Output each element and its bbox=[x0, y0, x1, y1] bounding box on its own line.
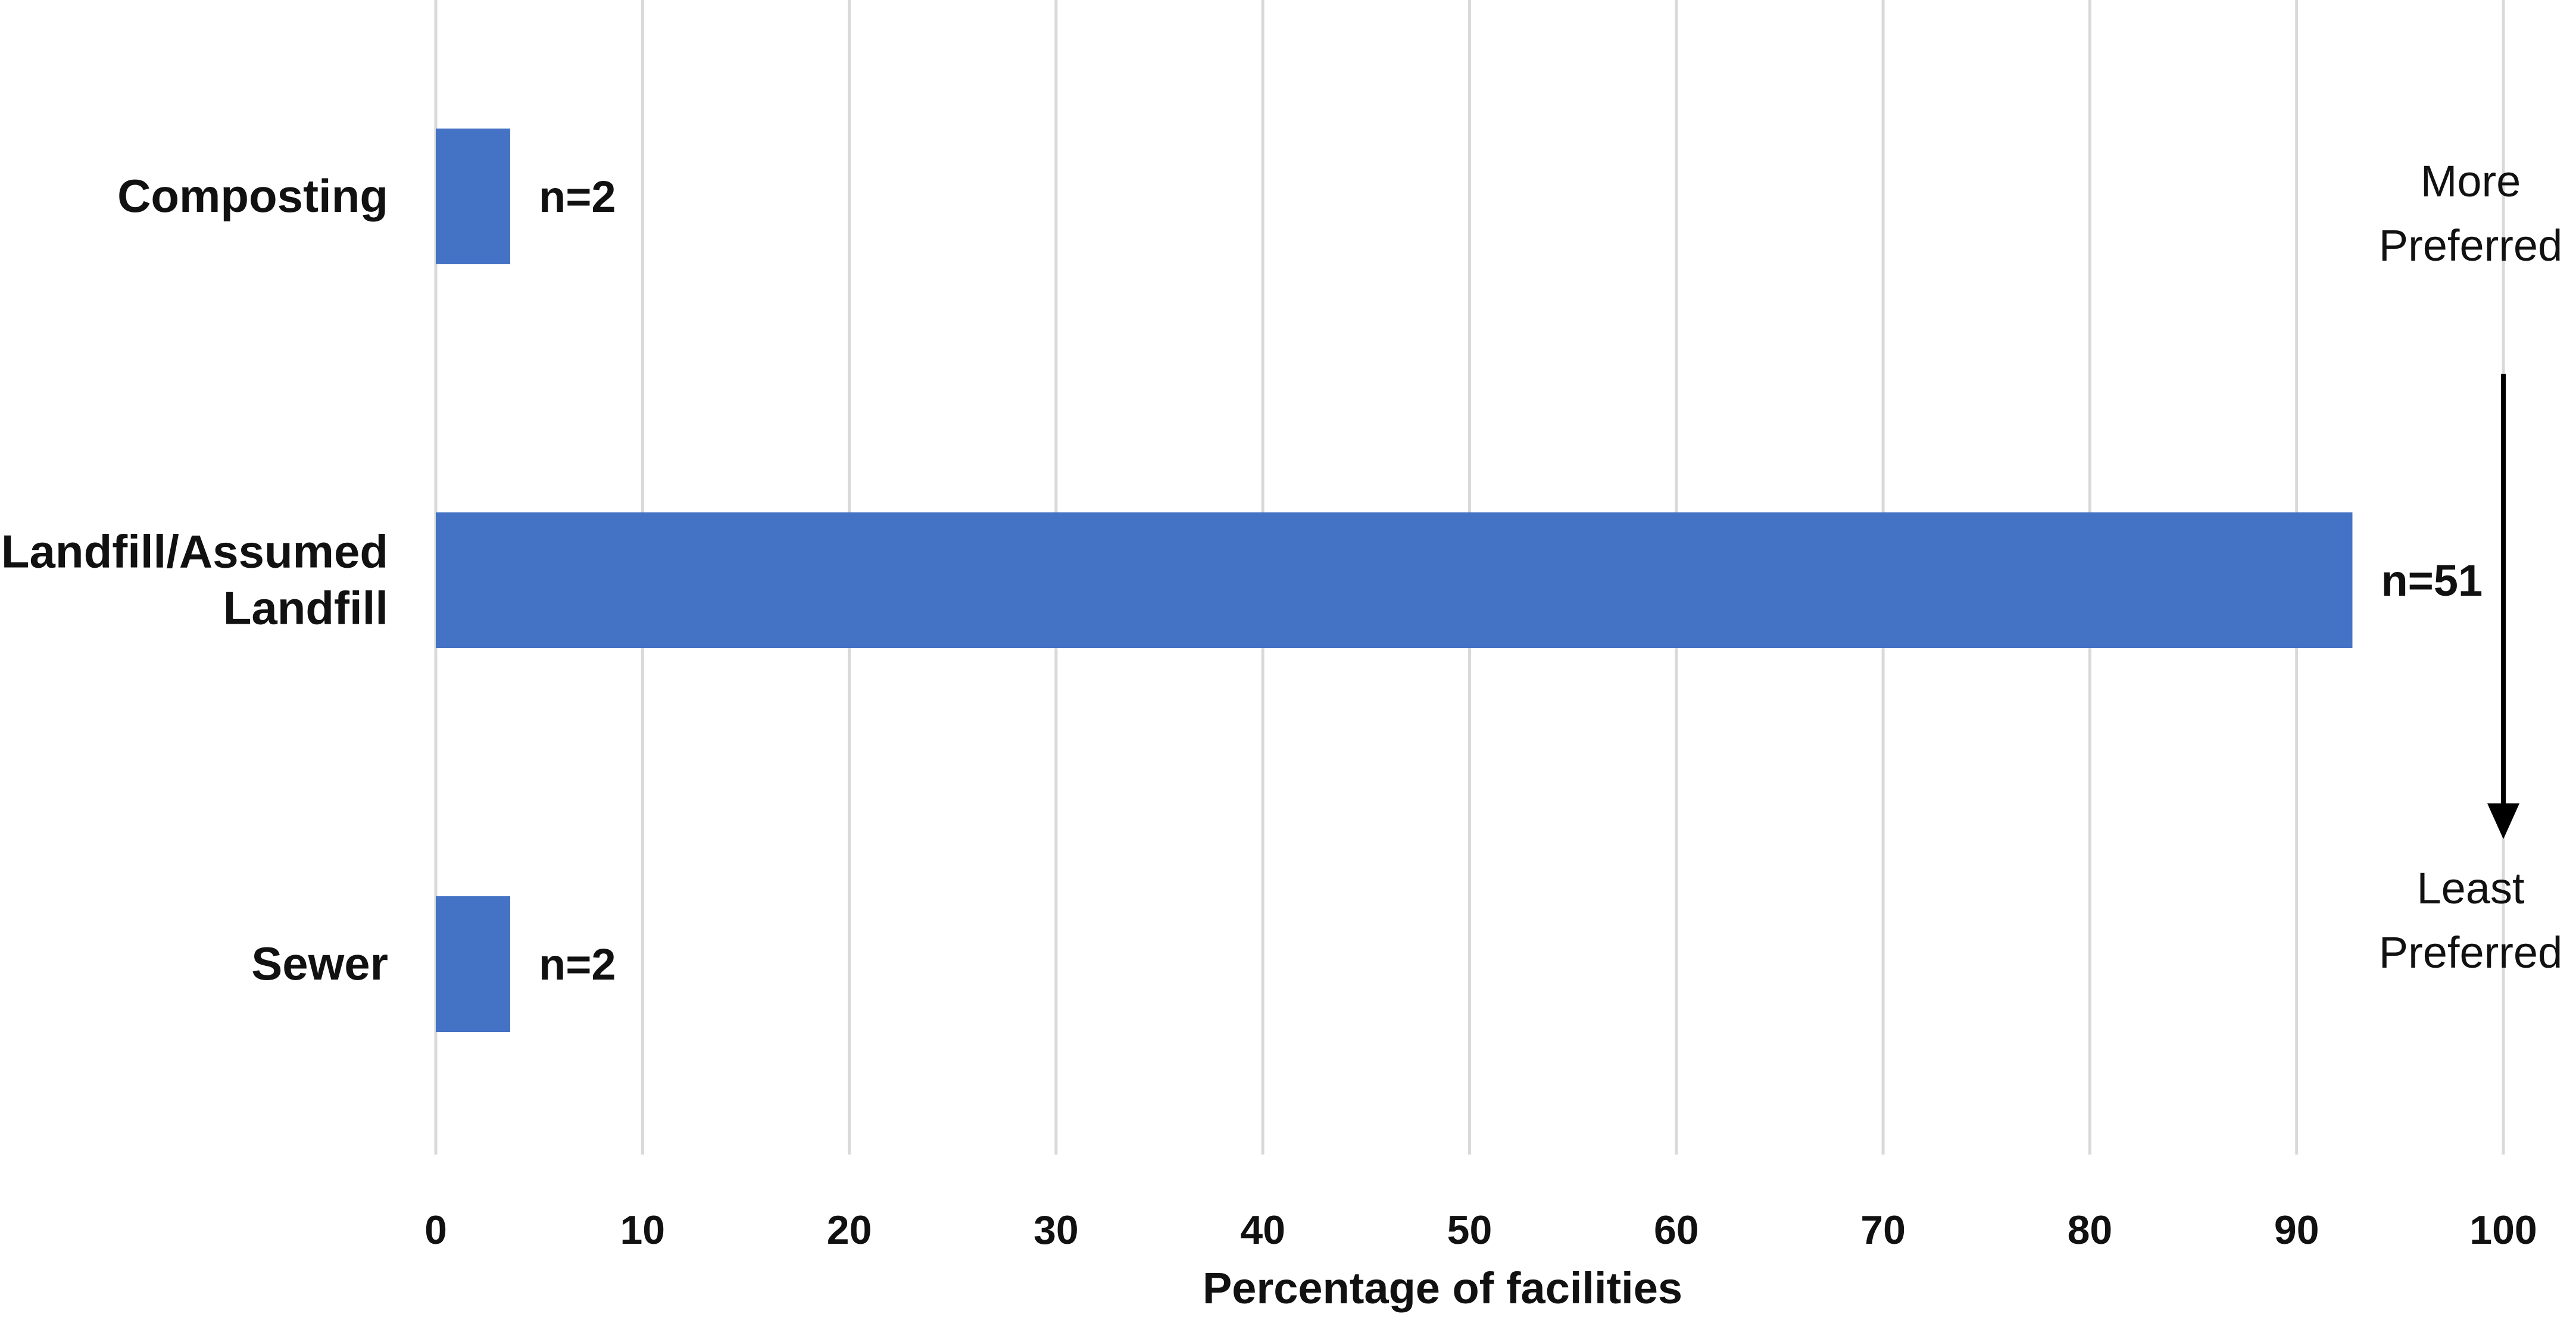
category-label-0-line-0: Composting bbox=[117, 170, 388, 222]
annotation-bottom-line-1: Preferred bbox=[2379, 928, 2562, 977]
x-tick-label-50: 50 bbox=[1447, 1207, 1492, 1253]
bars bbox=[436, 129, 2353, 1032]
bar-0 bbox=[436, 129, 511, 264]
annotation-top-line-1: Preferred bbox=[2379, 221, 2562, 270]
x-tick-label-0: 0 bbox=[424, 1207, 447, 1253]
x-tick-label-40: 40 bbox=[1240, 1207, 1285, 1253]
category-label-2-line-0: Sewer bbox=[251, 937, 388, 990]
bar-2 bbox=[436, 896, 511, 1032]
annotation-bottom-line-0: Least bbox=[2416, 864, 2524, 913]
x-tick-label-80: 80 bbox=[2068, 1207, 2113, 1253]
x-axis-title: Percentage of facilities bbox=[1203, 1263, 1682, 1313]
x-tick-label-10: 10 bbox=[620, 1207, 665, 1253]
x-tick-labels: 0 10 20 30 40 50 60 70 80 90 100 bbox=[424, 1207, 2537, 1253]
category-label-1-line-0: Landfill/Assumed bbox=[1, 525, 388, 578]
category-label-1-line-1: Landfill bbox=[223, 582, 388, 634]
data-label-1: n=51 bbox=[2381, 556, 2483, 605]
annotation-top-line-0: More bbox=[2421, 157, 2521, 206]
data-label-0: n=2 bbox=[539, 172, 616, 221]
bar-1 bbox=[436, 512, 2353, 648]
x-tick-label-30: 30 bbox=[1033, 1207, 1079, 1253]
x-tick-label-90: 90 bbox=[2274, 1207, 2319, 1253]
x-tick-label-100: 100 bbox=[2469, 1207, 2537, 1253]
preference-arrow-head bbox=[2487, 803, 2519, 839]
x-tick-label-70: 70 bbox=[1860, 1207, 1906, 1253]
x-tick-label-60: 60 bbox=[1654, 1207, 1699, 1253]
data-label-2: n=2 bbox=[539, 940, 616, 989]
preference-annotation: More Preferred Least Preferred bbox=[2379, 157, 2562, 977]
x-tick-label-20: 20 bbox=[827, 1207, 872, 1253]
data-labels: n=2 n=51 n=2 bbox=[539, 172, 2483, 989]
